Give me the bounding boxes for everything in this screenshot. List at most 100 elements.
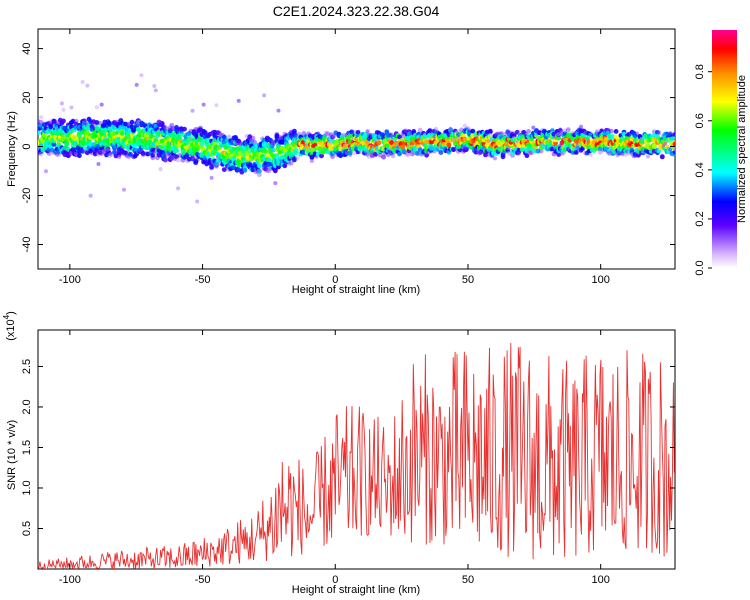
heat-outlier (214, 103, 219, 108)
colorbar-ticks: 0.0 0.2 0.4 0.6 0.8 (694, 64, 712, 276)
heat-cell (174, 154, 179, 160)
chart-title: C2E1.2024.323.22.38.G04 (273, 3, 440, 19)
heat-cell (378, 152, 383, 158)
heat-outlier (99, 102, 104, 107)
y-tick-label: 2.5 (21, 359, 33, 374)
heat-cell (347, 150, 353, 156)
snr-y-ticks: 0.5 1.0 1.5 2.0 2.5 (21, 359, 675, 536)
heat-cell (207, 144, 213, 150)
heat-cell (339, 136, 345, 142)
heat-cell (257, 172, 262, 178)
heat-outlier (488, 133, 493, 138)
heat-cell (573, 150, 579, 155)
heat-outlier (276, 108, 281, 113)
heat-cell (42, 132, 47, 138)
x-tick-label: 100 (592, 574, 610, 586)
y-tick-label: 0 (21, 143, 33, 149)
heat-cell (381, 154, 386, 160)
heat-cell (61, 118, 66, 124)
heat-cell (70, 118, 76, 124)
snr-y-label: SNR (10 * v/v) (6, 420, 18, 490)
heat-outlier (61, 107, 66, 112)
heat-outlier (96, 162, 101, 166)
heat-cell (293, 150, 299, 156)
spectrogram-panel: -100 -50 0 50 100 -40 -20 0 20 40 Height of stra… (6, 28, 676, 296)
heat-cell (274, 153, 280, 158)
heat-cell (405, 152, 410, 157)
heat-outlier (673, 147, 675, 152)
heat-outlier (462, 123, 467, 128)
y-tick-label: -40 (21, 237, 33, 253)
heat-cell (636, 152, 641, 158)
heat-outlier (134, 82, 139, 87)
heat-cell (190, 155, 195, 161)
heat-cell (319, 153, 324, 159)
heat-cell (295, 155, 300, 160)
heat-cell (135, 126, 141, 132)
heat-cell (448, 127, 453, 133)
heat-cell (397, 134, 402, 140)
heat-outlier (558, 128, 563, 133)
heat-cell (194, 157, 200, 163)
heat-cell (343, 143, 348, 149)
heat-cell (107, 151, 113, 156)
heat-cell (212, 133, 218, 139)
heat-cell (257, 168, 262, 174)
heat-cell (381, 154, 386, 160)
heat-cell (438, 150, 444, 155)
heat-outlier (80, 80, 85, 84)
heat-cell (214, 164, 219, 170)
heat-cell (163, 125, 168, 130)
heat-outlier (531, 125, 536, 130)
y-tick-label: 40 (21, 42, 33, 54)
heat-cell (163, 157, 168, 163)
heat-cell (292, 157, 297, 163)
heat-cell (672, 132, 675, 137)
heat-cell (266, 157, 272, 163)
heat-cell (556, 132, 562, 137)
heat-cell (349, 129, 355, 135)
heat-cell (376, 140, 382, 146)
heat-cell (85, 130, 90, 136)
svg-text:(x104): (x104) (2, 311, 17, 341)
heat-outlier (88, 193, 93, 198)
heat-outlier (595, 129, 599, 134)
heat-cell (77, 153, 82, 159)
heat-cell (182, 126, 187, 132)
heat-cell (556, 135, 562, 141)
heat-cell (409, 151, 415, 157)
heat-outlier (195, 199, 200, 204)
heat-cell (247, 134, 253, 140)
heat-cell (659, 154, 665, 160)
heat-outlier (668, 147, 673, 152)
heat-cell (672, 141, 675, 147)
heat-cell (473, 149, 479, 155)
spectrogram-y-ticks: -40 -20 0 20 40 (21, 42, 675, 252)
heat-cell (38, 151, 44, 157)
heat-cell (406, 131, 412, 137)
heat-cell (112, 149, 117, 155)
heat-cell (221, 134, 227, 140)
heat-cell (330, 134, 335, 140)
heat-cell (46, 151, 52, 156)
heat-cell (257, 163, 262, 169)
heat-cell (448, 127, 453, 133)
heat-cell (209, 165, 215, 171)
heat-cell (107, 153, 113, 158)
heat-outlier (287, 162, 292, 167)
heat-outlier (493, 156, 497, 161)
heat-cell (325, 131, 331, 137)
heat-cell (397, 151, 402, 157)
heat-outlier (39, 115, 44, 120)
heat-outlier (190, 108, 195, 113)
heat-cell (94, 120, 100, 125)
heat-cell (414, 150, 420, 156)
heat-cell (140, 150, 146, 156)
heat-outlier (44, 169, 48, 174)
heat-cell (190, 155, 195, 161)
heat-cell (269, 142, 275, 148)
heat-outlier (158, 167, 163, 172)
heat-outlier (176, 186, 181, 191)
heat-cell (438, 150, 444, 156)
heat-cell (175, 157, 181, 163)
